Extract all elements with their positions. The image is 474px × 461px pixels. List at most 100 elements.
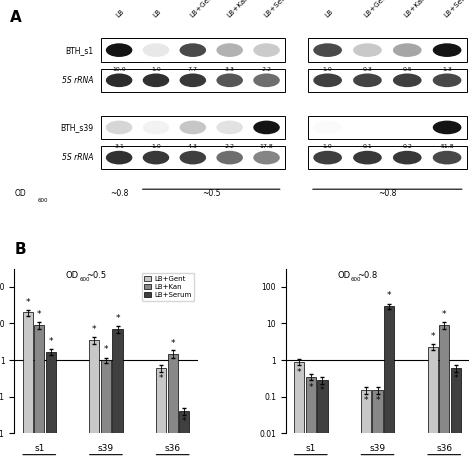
Bar (451, 368, 461, 461)
Bar (179, 411, 190, 461)
Text: *: * (387, 291, 392, 300)
Bar (308, 69, 467, 92)
Bar (156, 368, 166, 461)
Ellipse shape (106, 43, 132, 57)
Text: ~0.5: ~0.5 (202, 189, 220, 198)
Text: LB: LB (115, 8, 126, 18)
Bar (46, 352, 56, 461)
Ellipse shape (393, 151, 421, 165)
Text: *: * (454, 374, 458, 384)
Ellipse shape (143, 151, 169, 165)
Text: *: * (92, 325, 97, 334)
Ellipse shape (217, 151, 243, 165)
Text: 0.1: 0.1 (363, 144, 372, 149)
Ellipse shape (143, 73, 169, 87)
Text: *: * (375, 396, 380, 405)
Text: *: * (49, 337, 53, 346)
Text: LB+Serum: LB+Serum (443, 0, 474, 18)
Text: *: * (37, 310, 42, 319)
Text: *: * (159, 374, 164, 384)
Ellipse shape (180, 43, 206, 57)
Bar (428, 347, 438, 461)
Text: *: * (430, 332, 435, 341)
Ellipse shape (353, 151, 382, 165)
Ellipse shape (313, 73, 342, 87)
Ellipse shape (393, 73, 421, 87)
Text: 2.2: 2.2 (262, 67, 272, 71)
Ellipse shape (253, 121, 280, 134)
Text: 600: 600 (79, 277, 90, 282)
Text: *: * (171, 339, 175, 348)
Text: *: * (364, 396, 368, 405)
Text: 17.8: 17.8 (260, 144, 273, 149)
Ellipse shape (143, 43, 169, 57)
Bar (100, 38, 285, 62)
Text: 1.0: 1.0 (151, 67, 161, 71)
Bar (373, 390, 383, 461)
Ellipse shape (313, 121, 342, 134)
Text: 5S rRNA: 5S rRNA (63, 153, 94, 162)
Text: ~0.8: ~0.8 (357, 271, 378, 280)
Ellipse shape (433, 73, 461, 87)
Ellipse shape (106, 73, 132, 87)
Text: 51.8: 51.8 (440, 144, 454, 149)
Bar (294, 362, 304, 461)
Text: 4.3: 4.3 (188, 144, 198, 149)
Text: 600: 600 (351, 277, 361, 282)
Text: LB+Gent: LB+Gent (189, 0, 216, 18)
Bar (306, 377, 316, 461)
Text: *: * (115, 314, 120, 323)
Ellipse shape (180, 151, 206, 165)
Bar (308, 38, 467, 62)
Ellipse shape (180, 73, 206, 87)
Text: BTH_s39: BTH_s39 (61, 123, 94, 132)
Text: *: * (297, 368, 301, 377)
Text: BTH_s1: BTH_s1 (66, 46, 94, 54)
Ellipse shape (433, 151, 461, 165)
Text: ~0.8: ~0.8 (110, 189, 128, 198)
Ellipse shape (353, 43, 382, 57)
Text: 600: 600 (38, 198, 48, 203)
Text: ~0.5: ~0.5 (86, 271, 106, 280)
Ellipse shape (217, 73, 243, 87)
Text: 3.1: 3.1 (114, 144, 124, 149)
Text: 1.3: 1.3 (442, 67, 452, 71)
Text: 10.0: 10.0 (112, 67, 126, 71)
Bar (101, 360, 111, 461)
Text: LB+Kan: LB+Kan (226, 0, 250, 18)
Text: *: * (320, 386, 325, 396)
Ellipse shape (180, 121, 206, 134)
Text: *: * (182, 417, 186, 426)
Bar (89, 340, 100, 461)
Text: *: * (309, 383, 313, 392)
Text: *: * (104, 345, 108, 354)
Text: B: B (14, 242, 26, 257)
Ellipse shape (313, 43, 342, 57)
Text: ~0.8: ~0.8 (378, 189, 397, 198)
Text: A: A (9, 10, 21, 25)
Bar (308, 146, 467, 169)
Ellipse shape (253, 43, 280, 57)
Bar (23, 313, 33, 461)
Text: 5S rRNA: 5S rRNA (63, 76, 94, 85)
Text: LB+Kan: LB+Kan (403, 0, 428, 18)
Ellipse shape (143, 121, 169, 134)
Text: 1.0: 1.0 (323, 67, 332, 71)
Text: 1.0: 1.0 (151, 144, 161, 149)
Text: OD: OD (337, 271, 350, 280)
Text: 3.3: 3.3 (225, 67, 235, 71)
Ellipse shape (393, 43, 421, 57)
Bar (439, 325, 449, 461)
Bar (112, 329, 123, 461)
Ellipse shape (433, 43, 461, 57)
Text: *: * (26, 297, 30, 307)
Ellipse shape (106, 151, 132, 165)
Text: LB+Serum: LB+Serum (262, 0, 294, 18)
Bar (100, 146, 285, 169)
Bar (100, 69, 285, 92)
Text: LB: LB (152, 8, 162, 18)
Ellipse shape (253, 73, 280, 87)
Ellipse shape (106, 121, 132, 134)
Text: 1.0: 1.0 (323, 144, 332, 149)
Text: *: * (442, 310, 447, 319)
